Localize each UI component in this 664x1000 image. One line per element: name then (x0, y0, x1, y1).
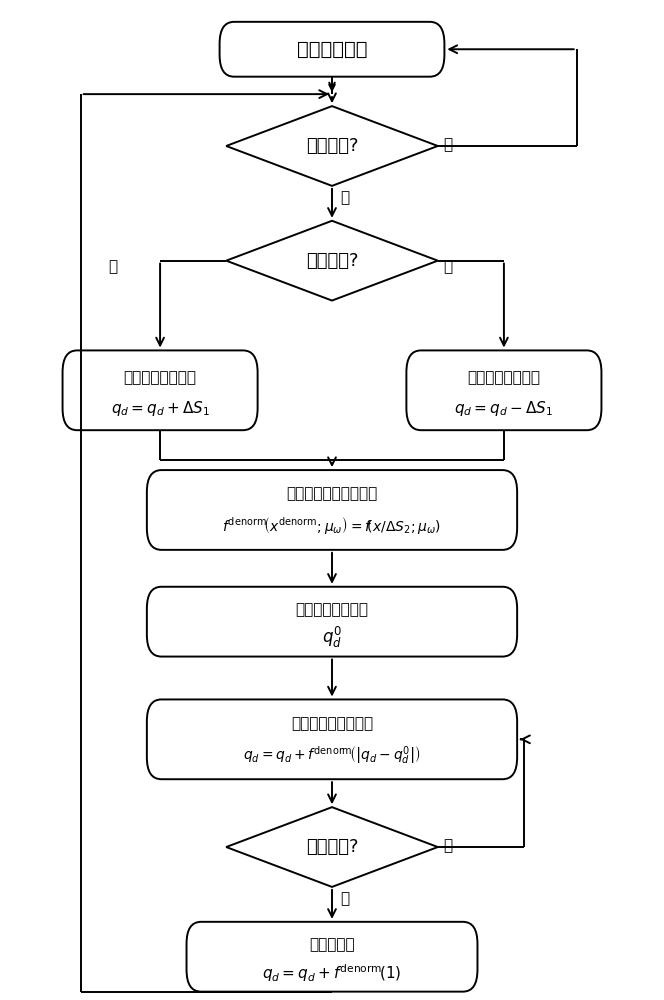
Text: $q_d = q_d + f^{\mathrm{denorm}}\!\left(\left|q_d - q_d^0\right|\right)$: $q_d = q_d + f^{\mathrm{denorm}}\!\left(… (243, 744, 421, 766)
Text: 是: 是 (108, 259, 117, 274)
Text: $q_d = q_d + f^{\mathrm{denorm}}\!(1)$: $q_d = q_d + f^{\mathrm{denorm}}\!(1)$ (262, 962, 402, 984)
Text: 否: 否 (443, 137, 452, 152)
Polygon shape (226, 807, 438, 887)
Text: 正向转动?: 正向转动? (305, 252, 359, 270)
Text: 记录补偿初始位置: 记录补偿初始位置 (295, 602, 369, 617)
FancyBboxPatch shape (147, 470, 517, 550)
Text: 否: 否 (443, 839, 452, 854)
FancyBboxPatch shape (187, 922, 477, 992)
Polygon shape (226, 106, 438, 186)
Text: 补偿结束?: 补偿结束? (305, 838, 359, 856)
Text: 主从控制开始: 主从控制开始 (297, 40, 367, 59)
Text: 补偿机械间隙回差: 补偿机械间隙回差 (124, 370, 197, 385)
FancyBboxPatch shape (62, 350, 258, 430)
Text: $f^{\mathrm{denorm}}\!\left(x^{\mathrm{denorm}};\mu_\omega\right)=f\!\left(x/\De: $f^{\mathrm{denorm}}\!\left(x^{\mathrm{d… (222, 515, 442, 536)
Text: $q_d = q_d + \Delta S_1$: $q_d = q_d + \Delta S_1$ (110, 399, 210, 418)
Text: 否: 否 (443, 259, 452, 274)
Text: 是: 是 (341, 891, 350, 906)
FancyBboxPatch shape (406, 350, 602, 430)
Text: 电机反向?: 电机反向? (305, 137, 359, 155)
FancyBboxPatch shape (147, 699, 517, 779)
Text: 补偿机械间隙回差: 补偿机械间隙回差 (467, 370, 540, 385)
Text: $q_d^0$: $q_d^0$ (322, 625, 342, 650)
Polygon shape (226, 221, 438, 301)
Text: $q_d = q_d - \Delta S_1$: $q_d = q_d - \Delta S_1$ (454, 399, 554, 418)
Text: 补偿柔性丝形变回差: 补偿柔性丝形变回差 (291, 716, 373, 731)
FancyBboxPatch shape (220, 22, 444, 77)
FancyBboxPatch shape (147, 587, 517, 657)
Text: 是: 是 (341, 190, 350, 205)
Text: 固定补偿值: 固定补偿值 (309, 937, 355, 952)
Text: 反归一化电机补偿曲线: 反归一化电机补偿曲线 (286, 487, 378, 502)
